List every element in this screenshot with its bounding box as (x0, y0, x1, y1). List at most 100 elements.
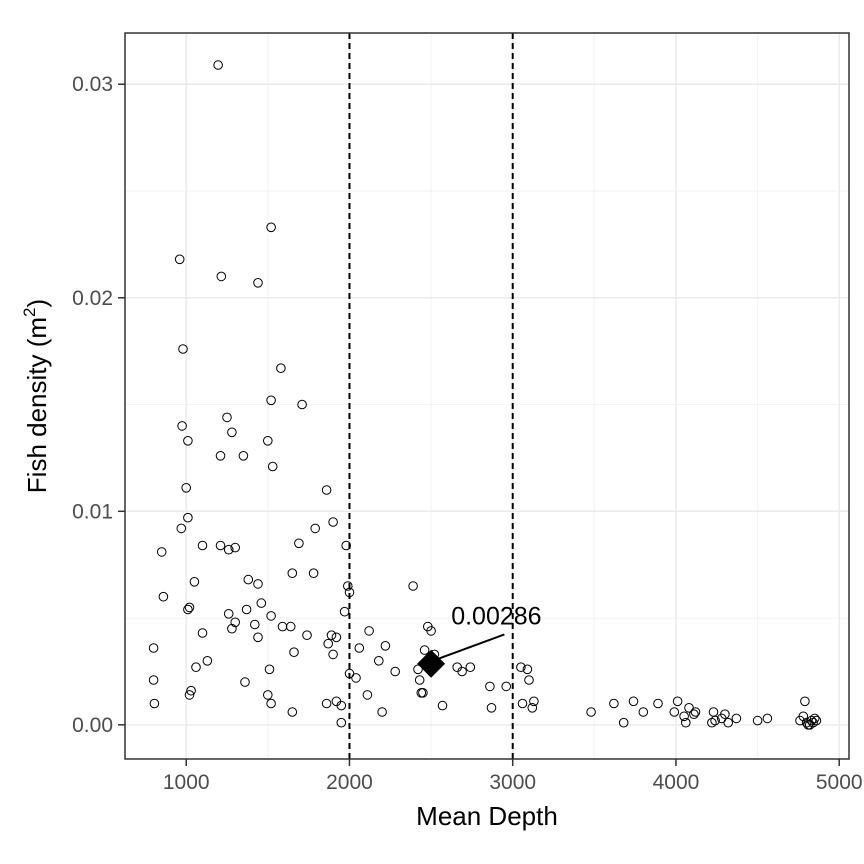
data-point (681, 717, 691, 728)
data-point (653, 698, 663, 709)
data-point (341, 540, 352, 551)
annotation-label: 0.00286 (451, 602, 541, 630)
data-point (486, 703, 497, 713)
data-point (302, 630, 312, 641)
reference-lines (348, 33, 514, 759)
y-axis-title: Fish density (m2) (20, 299, 52, 493)
data-point (524, 675, 534, 685)
y-tick-label: 0.01 (72, 500, 113, 523)
data-point (189, 577, 200, 587)
data-point (287, 707, 298, 717)
data-point (426, 626, 436, 636)
data-point (762, 713, 773, 724)
data-point (326, 630, 337, 641)
data-point (230, 617, 240, 628)
data-point (418, 688, 428, 698)
data-point (390, 666, 401, 677)
data-point (174, 254, 185, 265)
data-point (250, 619, 260, 630)
highlight-point (417, 649, 446, 678)
data-point (253, 579, 263, 589)
data-point (227, 623, 237, 634)
data-point (408, 581, 418, 591)
data-point (328, 649, 338, 660)
data-point (183, 436, 193, 446)
y-tick-label: 0.02 (72, 287, 113, 310)
data-point (183, 512, 193, 523)
panel-border (124, 32, 850, 760)
data-point (380, 641, 391, 651)
data-point (343, 581, 353, 591)
data-point (266, 698, 276, 709)
data-point (197, 540, 208, 551)
data-point (628, 696, 639, 707)
data-point (178, 344, 188, 354)
data-points (148, 60, 822, 730)
data-point (184, 690, 195, 700)
data-point (669, 707, 680, 717)
y-axis-ticks: 0.00 0.01 0.02 0.03 (72, 73, 125, 737)
data-point (215, 451, 226, 461)
data-point (253, 632, 263, 643)
data-point (213, 60, 223, 70)
x-tick-label: 1000 (163, 771, 210, 794)
data-point (419, 645, 430, 655)
data-point (181, 483, 191, 493)
data-point (362, 690, 373, 700)
data-point (215, 540, 226, 551)
data-point (197, 628, 208, 638)
data-point (308, 568, 319, 579)
data-point (243, 574, 254, 585)
highlight-diamond (417, 649, 446, 678)
data-point (723, 717, 734, 728)
data-point (253, 278, 263, 288)
data-point (323, 638, 334, 649)
annotation-arrow (432, 633, 505, 662)
data-point (586, 707, 596, 717)
data-point (527, 703, 538, 713)
data-point (263, 436, 273, 446)
data-point (803, 720, 814, 730)
data-point (216, 271, 227, 282)
data-point (501, 681, 512, 692)
data-point (457, 666, 467, 677)
data-point (795, 715, 805, 726)
data-point (230, 542, 240, 553)
x-tick-label: 5000 (816, 771, 863, 794)
data-point (710, 715, 720, 726)
data-point (811, 715, 822, 726)
data-point (263, 690, 273, 700)
data-point (321, 698, 332, 709)
data-point (297, 399, 307, 410)
y-tick-label: 0.00 (72, 714, 113, 737)
data-point (336, 717, 347, 728)
data-point (223, 544, 234, 555)
data-point (609, 698, 619, 709)
data-point (344, 668, 355, 679)
data-point (413, 664, 423, 675)
y-tick-label: 0.03 (72, 73, 113, 96)
data-point (690, 707, 701, 717)
x-axis-title: Mean Depth (416, 801, 558, 831)
data-point (414, 675, 425, 685)
data-point (485, 681, 495, 692)
annotation: 0.00286 (432, 602, 542, 662)
data-point (287, 568, 298, 579)
data-point (522, 664, 533, 675)
data-point (241, 604, 252, 615)
data-point (148, 675, 159, 685)
x-tick-label: 4000 (653, 771, 700, 794)
data-point (177, 421, 187, 431)
data-point (638, 707, 649, 717)
data-point (191, 662, 201, 673)
data-point (156, 547, 167, 557)
data-point (752, 715, 763, 726)
data-point (264, 664, 275, 675)
data-point (176, 523, 187, 534)
data-point (707, 717, 717, 728)
data-point (529, 696, 539, 707)
data-point (240, 677, 250, 687)
data-point (202, 656, 213, 666)
data-point (339, 606, 350, 617)
